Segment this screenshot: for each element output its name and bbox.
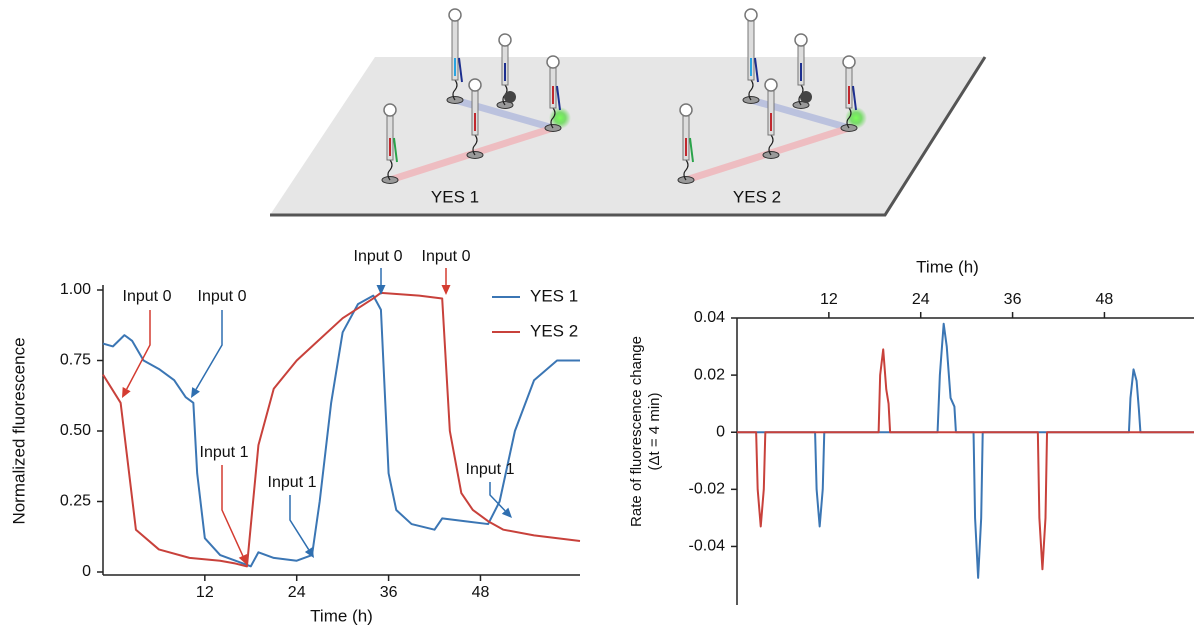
annotation-arrow — [489, 482, 506, 512]
annotation-arrow — [221, 465, 244, 557]
strand — [689, 137, 694, 163]
loop — [448, 8, 462, 22]
diagram-label: YES 2 — [733, 187, 781, 206]
tether — [683, 159, 689, 181]
y-tick-label: 0.25 — [60, 493, 91, 510]
series-line — [102, 291, 581, 568]
strand — [852, 85, 857, 111]
y-tick-label: -0.02 — [689, 481, 726, 498]
annotation-arrow — [126, 310, 151, 390]
tether — [452, 79, 458, 101]
tether — [768, 134, 774, 156]
annotation: Input 1 — [268, 474, 317, 491]
loop — [764, 78, 778, 92]
x-tick-label: 12 — [196, 584, 214, 601]
legend-label: YES 2 — [530, 321, 578, 340]
loop — [842, 55, 856, 69]
tether — [550, 107, 556, 129]
x-tick-label: 48 — [1096, 291, 1114, 308]
loop — [468, 78, 482, 92]
legend-label: YES 1 — [530, 286, 578, 305]
diagram — [270, 56, 987, 217]
annotation: Input 1 — [466, 461, 515, 478]
strand — [754, 57, 759, 83]
link — [750, 96, 850, 132]
arrow-head — [122, 387, 131, 398]
tether — [846, 107, 852, 129]
loop — [383, 103, 397, 117]
tether — [472, 134, 478, 156]
loop — [546, 55, 560, 69]
arrow-head — [376, 285, 386, 295]
surface-edge — [270, 56, 987, 217]
arrow-head — [191, 387, 200, 398]
loop — [679, 103, 693, 117]
arrow-head — [441, 285, 451, 295]
y-tick-label: 0.50 — [60, 422, 91, 439]
series-line — [737, 348, 1194, 571]
y-tick-label: 0.04 — [694, 309, 725, 326]
series-line — [737, 322, 1194, 579]
quencher — [504, 91, 516, 103]
x-tick-label: 48 — [472, 584, 490, 601]
y-tick-label: 0 — [716, 423, 725, 440]
annotation-arrow — [195, 310, 223, 390]
x-tick-label: 36 — [1004, 291, 1022, 308]
y-tick-label: 0.02 — [694, 366, 725, 383]
tether — [387, 159, 393, 181]
x-tick-label: 12 — [820, 291, 838, 308]
strand — [393, 137, 398, 163]
annotation-arrow — [289, 495, 310, 550]
x-axis-label: Time (h) — [310, 606, 373, 625]
annotation: Input 0 — [123, 288, 172, 305]
hairpins — [381, 8, 867, 184]
tether — [748, 79, 754, 101]
surface — [270, 57, 985, 215]
annotation: Input 0 — [354, 248, 403, 265]
y-axis-label: Rate of fluorescence change — [628, 336, 645, 527]
link — [454, 96, 554, 132]
y-axis-label: Normalized fluorescence — [9, 337, 28, 524]
annotation: Input 1 — [200, 444, 249, 461]
y-tick-label: -0.04 — [689, 538, 726, 555]
arrow-head — [304, 547, 314, 558]
arrow-head — [501, 507, 512, 518]
x-axis-label: Time (h) — [916, 257, 979, 276]
y-axis-label: (Δt = 4 min) — [646, 393, 663, 471]
annotation: Input 0 — [198, 288, 247, 305]
series-line — [102, 294, 580, 568]
loop — [498, 33, 512, 47]
annotation: Input 0 — [422, 248, 471, 265]
x-tick-label: 36 — [380, 584, 398, 601]
strand — [556, 85, 561, 111]
quencher — [800, 91, 812, 103]
y-tick-label: 0 — [82, 563, 91, 580]
strand — [458, 57, 463, 83]
y-tick-label: 1.00 — [60, 281, 91, 298]
x-tick-label: 24 — [912, 291, 930, 308]
y-tick-label: 0.75 — [60, 352, 91, 369]
diagram-label: YES 1 — [431, 187, 479, 206]
loop — [744, 8, 758, 22]
loop — [794, 33, 808, 47]
arrow-head — [238, 554, 247, 565]
x-tick-label: 24 — [288, 584, 306, 601]
